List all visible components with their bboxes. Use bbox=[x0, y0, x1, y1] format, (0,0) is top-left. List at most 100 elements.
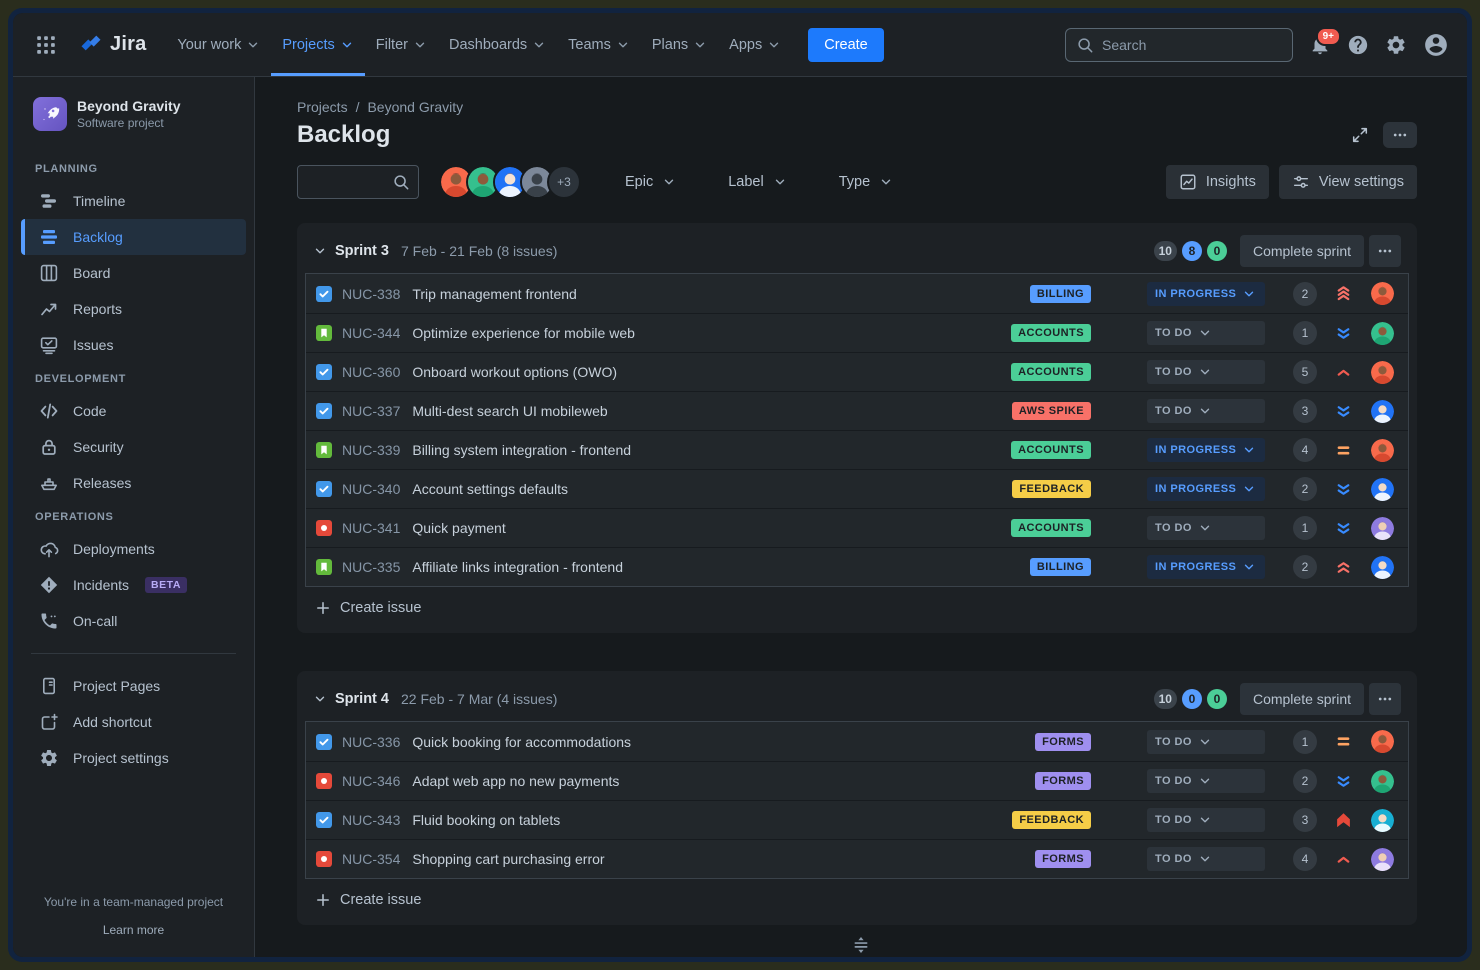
complete-sprint-button[interactable]: Complete sprint bbox=[1239, 683, 1364, 715]
chevron-down-icon bbox=[1198, 774, 1212, 788]
status-dropdown[interactable]: TO DO bbox=[1147, 808, 1265, 832]
avatar[interactable] bbox=[1369, 397, 1396, 425]
breadcrumb-project-name[interactable]: Beyond Gravity bbox=[367, 99, 464, 115]
sidebar-item-deployments[interactable]: Deployments bbox=[21, 531, 246, 567]
resize-handle-icon[interactable] bbox=[852, 937, 870, 953]
sprint-name[interactable]: Sprint 3 bbox=[335, 243, 389, 259]
issue-row[interactable]: NUC-339 Billing system integration - fron… bbox=[306, 430, 1408, 469]
nav-item-filter[interactable]: Filter bbox=[365, 13, 438, 76]
help-icon[interactable] bbox=[1347, 34, 1369, 56]
sidebar-item-incidents[interactable]: Incidents BETA bbox=[21, 567, 246, 603]
issue-row[interactable]: NUC-354 Shopping cart purchasing error FOR… bbox=[306, 839, 1408, 878]
status-dropdown[interactable]: TO DO bbox=[1147, 321, 1265, 345]
nav-item-teams[interactable]: Teams bbox=[557, 13, 641, 76]
avatar[interactable] bbox=[439, 165, 473, 199]
sidebar-item-add-shortcut[interactable]: Add shortcut bbox=[21, 704, 246, 740]
settings-gear-icon[interactable] bbox=[1385, 34, 1407, 56]
nav-item-apps[interactable]: Apps bbox=[718, 13, 792, 76]
sidebar-item-on-call[interactable]: On-call bbox=[21, 603, 246, 639]
sprint-more-icon[interactable] bbox=[1369, 235, 1401, 267]
issue-count-badge-blue: 0 bbox=[1181, 689, 1202, 709]
status-dropdown[interactable]: IN PROGRESS bbox=[1147, 281, 1265, 306]
global-search[interactable] bbox=[1065, 27, 1293, 62]
sprint-more-icon[interactable] bbox=[1369, 683, 1401, 715]
issue-row[interactable]: NUC-343 Fluid booking on tablets FEEDBACK T… bbox=[306, 800, 1408, 839]
expand-icon[interactable] bbox=[1351, 126, 1369, 144]
nav-item-your-work[interactable]: Your work bbox=[166, 13, 271, 76]
issue-row[interactable]: NUC-340 Account settings defaults FEEDBACK… bbox=[306, 469, 1408, 508]
jira-app: Jira Your work Projects Filter Dashboards Te… bbox=[13, 13, 1467, 957]
sidebar-item-project-settings[interactable]: Project settings bbox=[21, 740, 246, 776]
sidebar-item-project-pages[interactable]: Project Pages bbox=[21, 668, 246, 704]
insights-button[interactable]: Insights bbox=[1165, 165, 1269, 199]
backlog-search[interactable] bbox=[297, 165, 419, 199]
status-dropdown[interactable]: IN PROGRESS bbox=[1147, 477, 1265, 501]
profile-avatar-icon[interactable] bbox=[1423, 32, 1449, 58]
issue-title: Fluid booking on tablets bbox=[412, 812, 561, 828]
sprint-name[interactable]: Sprint 4 bbox=[335, 691, 389, 707]
status-dropdown[interactable]: TO DO bbox=[1147, 729, 1265, 754]
avatar[interactable] bbox=[1369, 514, 1396, 542]
avatar[interactable] bbox=[1369, 767, 1396, 795]
status-label: TO DO bbox=[1155, 366, 1192, 378]
nav-item-plans[interactable]: Plans bbox=[641, 13, 718, 76]
sidebar-item-reports[interactable]: Reports bbox=[21, 291, 246, 327]
filter-label[interactable]: Label bbox=[728, 174, 786, 190]
sidebar-item-security[interactable]: Security bbox=[21, 429, 246, 465]
issue-label: BILLING bbox=[1029, 284, 1091, 303]
sidebar-item-releases[interactable]: Releases bbox=[21, 465, 246, 501]
issue-row[interactable]: NUC-336 Quick booking for accommodations F… bbox=[306, 722, 1408, 761]
issue-row[interactable]: NUC-344 Optimize experience for mobile we… bbox=[306, 313, 1408, 352]
issue-row[interactable]: NUC-337 Multi-dest search UI mobileweb AWS… bbox=[306, 391, 1408, 430]
app-switcher-icon[interactable] bbox=[29, 28, 63, 62]
complete-sprint-button[interactable]: Complete sprint bbox=[1239, 235, 1364, 267]
sidebar-item-timeline[interactable]: Timeline bbox=[21, 183, 246, 219]
global-search-input[interactable] bbox=[1102, 36, 1283, 53]
issue-row[interactable]: NUC-360 Onboard workout options (OWO) ACCO… bbox=[306, 352, 1408, 391]
view-settings-button[interactable]: View settings bbox=[1278, 165, 1417, 199]
filter-type[interactable]: Type bbox=[839, 174, 893, 190]
avatar[interactable] bbox=[1369, 728, 1396, 755]
sidebar-item-issues[interactable]: Issues bbox=[21, 327, 246, 363]
issue-row[interactable]: NUC-338 Trip management frontend BILLING IN… bbox=[306, 274, 1408, 313]
filter-epic[interactable]: Epic bbox=[625, 174, 676, 190]
avatar[interactable] bbox=[1369, 806, 1396, 834]
sidebar-item-backlog[interactable]: Backlog bbox=[21, 219, 246, 255]
jira-logo[interactable]: Jira bbox=[69, 33, 160, 57]
backlog-search-input[interactable] bbox=[306, 174, 392, 190]
avatar[interactable] bbox=[1369, 436, 1396, 464]
avatar[interactable] bbox=[1369, 358, 1396, 386]
nav-item-projects[interactable]: Projects bbox=[271, 13, 365, 76]
status-dropdown[interactable]: TO DO bbox=[1147, 399, 1265, 423]
avatar-overflow[interactable]: +3 bbox=[547, 165, 581, 199]
avatar[interactable] bbox=[1369, 553, 1396, 581]
backlog-more-icon[interactable] bbox=[1383, 122, 1417, 148]
status-dropdown[interactable]: TO DO bbox=[1147, 516, 1265, 540]
avatar[interactable] bbox=[1369, 475, 1396, 503]
status-dropdown[interactable]: TO DO bbox=[1147, 847, 1265, 871]
create-button[interactable]: Create bbox=[808, 27, 884, 62]
issue-row[interactable]: NUC-346 Adapt web app no new payments FORM… bbox=[306, 761, 1408, 800]
avatar[interactable] bbox=[1369, 319, 1396, 347]
status-dropdown[interactable]: IN PROGRESS bbox=[1147, 438, 1265, 462]
nav-item-dashboards[interactable]: Dashboards bbox=[438, 13, 557, 76]
issue-row[interactable]: NUC-335 Affiliate links integration - fro… bbox=[306, 547, 1408, 586]
sidebar-item-code[interactable]: Code bbox=[21, 393, 246, 429]
create-issue-button[interactable]: Create issue bbox=[305, 879, 1409, 921]
avatar[interactable] bbox=[1369, 845, 1396, 873]
status-dropdown[interactable]: IN PROGRESS bbox=[1147, 555, 1265, 579]
create-issue-button[interactable]: Create issue bbox=[305, 587, 1409, 629]
status-dropdown[interactable]: TO DO bbox=[1147, 769, 1265, 793]
sidebar-item-board[interactable]: Board bbox=[21, 255, 246, 291]
status-dropdown[interactable]: TO DO bbox=[1147, 360, 1265, 384]
avatar[interactable] bbox=[1369, 280, 1396, 307]
breadcrumb-projects[interactable]: Projects bbox=[297, 99, 348, 115]
notifications-bell-icon[interactable]: 9+ bbox=[1309, 26, 1341, 56]
learn-more-link[interactable]: Learn more bbox=[102, 923, 165, 937]
avatar[interactable] bbox=[493, 165, 527, 199]
avatar[interactable] bbox=[466, 165, 500, 199]
project-header[interactable]: Beyond Gravity Software project bbox=[21, 95, 246, 153]
title-actions bbox=[1351, 122, 1417, 148]
issue-row[interactable]: NUC-341 Quick payment ACCOUNTS TO DO 1 bbox=[306, 508, 1408, 547]
status-label: TO DO bbox=[1155, 522, 1192, 534]
